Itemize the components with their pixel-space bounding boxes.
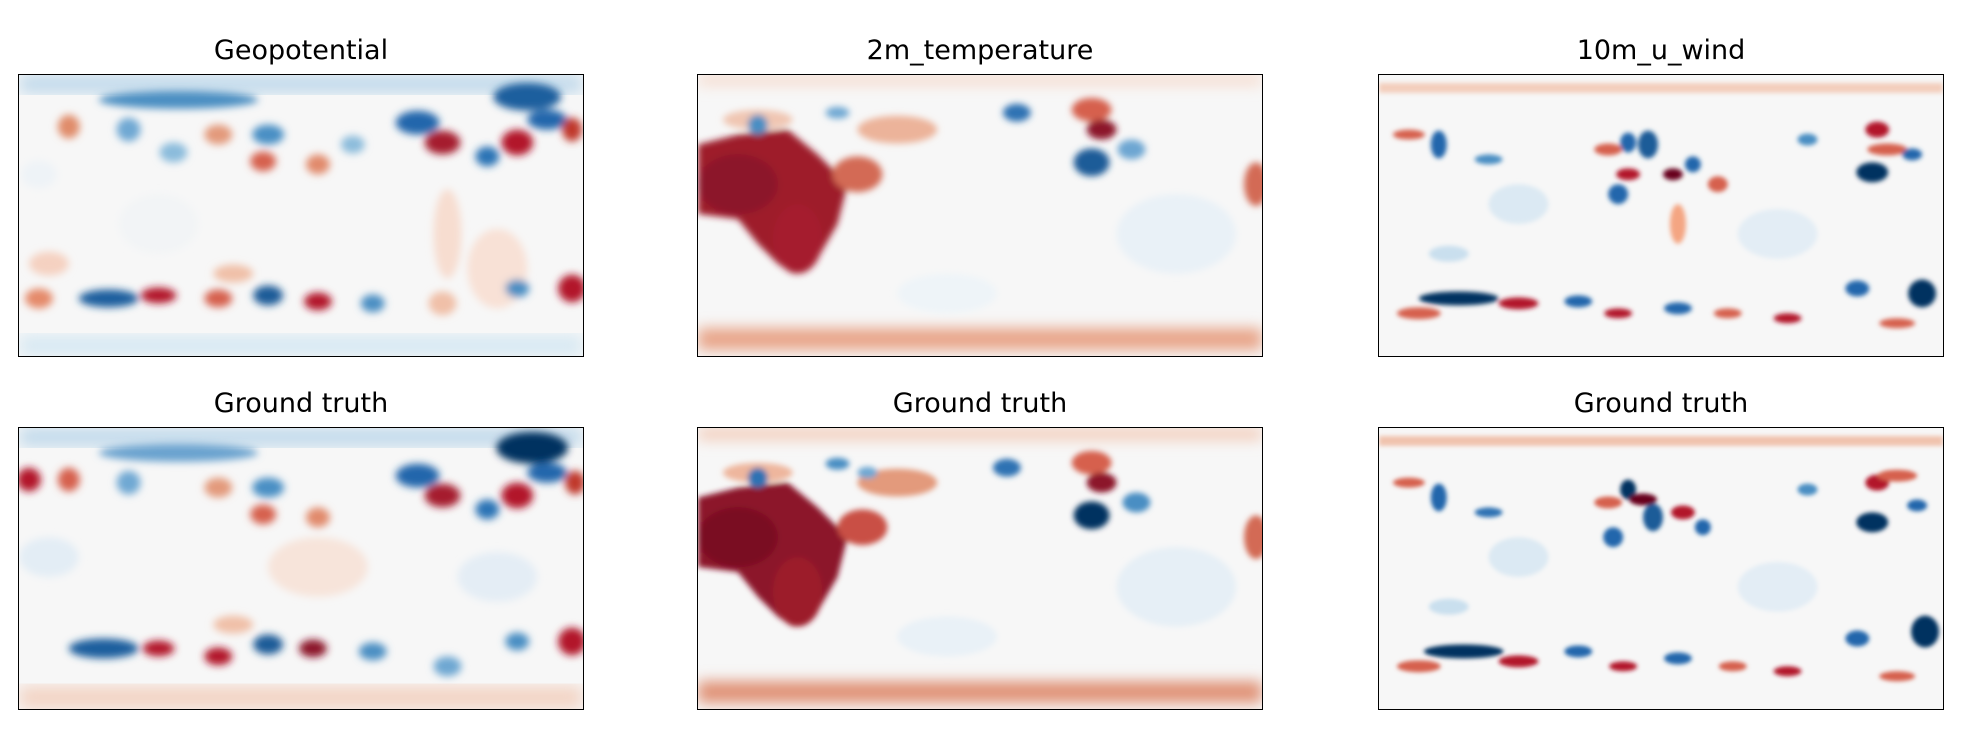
heatmap-svg [1379, 428, 1943, 709]
panel-10m-u-wind: 10m_u_wind [1378, 34, 1944, 359]
panel-title: Ground truth [213, 388, 389, 419]
heatmap-ground-truth-10m-u-wind [1378, 427, 1944, 710]
panel-geopotential: Geopotential [18, 34, 584, 359]
heatmap-svg [698, 428, 1262, 709]
heatmap-2m-temperature [697, 74, 1263, 357]
panel-2m-temperature: 2m_temperature [697, 34, 1263, 359]
heatmap-svg [19, 75, 583, 356]
panel-title: 2m_temperature [866, 35, 1094, 66]
panel-title: Ground truth [892, 388, 1068, 419]
heatmap-10m-u-wind [1378, 74, 1944, 357]
panel-title: 10m_u_wind [1576, 35, 1746, 66]
panel-ground-truth-2m-temperature: Ground truth [697, 387, 1263, 712]
heatmap-svg [1379, 75, 1943, 356]
heatmap-ground-truth-2m-temperature [697, 427, 1263, 710]
panel-title: Ground truth [1573, 388, 1749, 419]
heatmap-ground-truth-geopotential [18, 427, 584, 710]
heatmap-svg [19, 428, 583, 709]
panel-ground-truth-10m-u-wind: Ground truth [1378, 387, 1944, 712]
heatmap-svg [698, 75, 1262, 356]
heatmap-geopotential [18, 74, 584, 357]
panel-ground-truth-geopotential: Ground truth [18, 387, 584, 712]
panel-title: Geopotential [213, 35, 389, 66]
